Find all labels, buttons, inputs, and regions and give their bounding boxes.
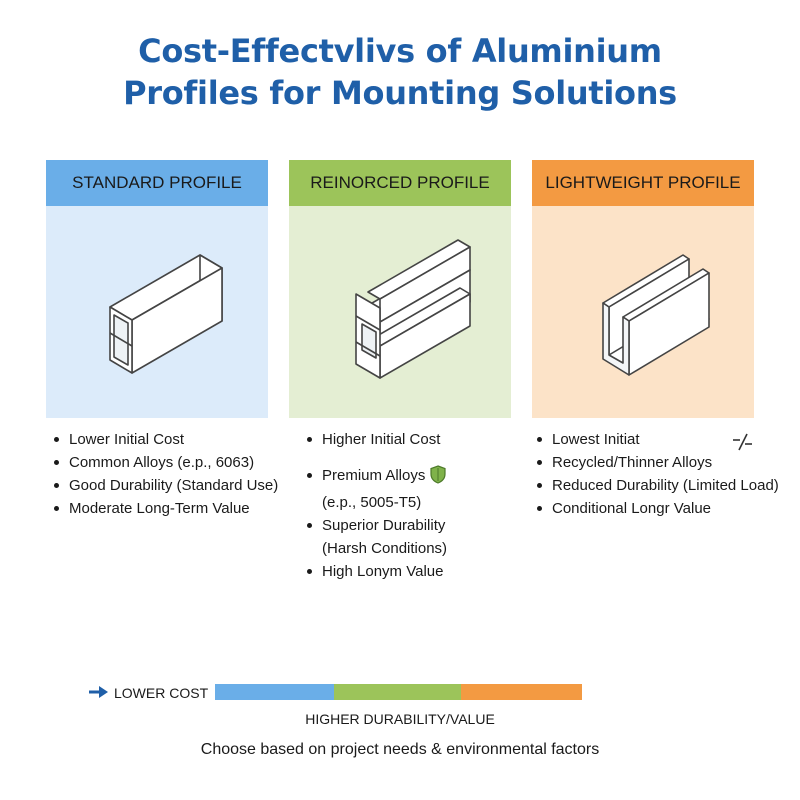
reinforced-profile-panel	[289, 206, 511, 418]
list-item: Lowest Initiat	[535, 428, 779, 451]
arrow-right-icon	[88, 684, 110, 705]
list-item: Common Alloys (e.p., 6063)	[52, 451, 278, 474]
u-channel-profile-illustration	[602, 254, 710, 376]
list-item: Moderate Long-Term Value	[52, 497, 278, 520]
slash-icon	[731, 432, 755, 457]
page-title: Cost-Effectvlivs of Aluminium Profiles f…	[0, 30, 800, 114]
reinforced-profile-card: REINORCED PROFILE	[289, 160, 511, 418]
standard-profile-bullets: Lower Initial Cost Common Alloys (e.p., …	[52, 428, 278, 520]
standard-profile-panel	[46, 206, 268, 418]
list-item: Higher Initial Cost	[305, 428, 447, 451]
shield-icon	[430, 465, 446, 491]
list-item: Superior Durability	[305, 514, 447, 537]
list-item-continuation: (e.p., 5005-T5)	[322, 494, 422, 511]
list-item: Reduced Durability (Limited Load)	[535, 474, 779, 497]
lightweight-profile-panel	[532, 206, 754, 418]
title-line-2: Profiles for Mounting Solutions	[123, 74, 677, 112]
standard-profile-header: STANDARD PROFILE	[46, 160, 268, 206]
lightweight-profile-bullets: Lowest Initiat Recycled/Thinner Alloys R…	[535, 428, 779, 520]
list-item-text: Premium Alloys	[322, 467, 426, 484]
reinforced-profile-header: REINORCED PROFILE	[289, 160, 511, 206]
lightweight-profile-header: LIGHTWEIGHT PROFILE	[532, 160, 754, 206]
legend-bar-segment-lightweight	[461, 684, 582, 700]
higher-durability-label: HIGHER DURABILITY/VALUE	[305, 711, 495, 727]
reinforced-profile-bullets: Higher Initial Cost Premium Alloys (e.p.…	[305, 428, 447, 583]
footer-note: Choose based on project needs & environm…	[200, 741, 600, 758]
list-item: High Lonym Value	[305, 560, 447, 583]
t-slot-reinforced-profile-illustration	[355, 239, 471, 379]
title-line-1: Cost-Effectvlivs of Aluminium	[138, 32, 662, 70]
list-item: Conditional Longr Value	[535, 497, 779, 520]
list-item-continuation: (Harsh Conditions)	[322, 540, 448, 557]
rectangular-tube-profile-illustration	[109, 254, 223, 374]
lightweight-profile-card: LIGHTWEIGHT PROFILE	[532, 160, 754, 418]
legend-bar-segment-standard	[215, 684, 334, 700]
list-item: Recycled/Thinner Alloys	[535, 451, 779, 474]
legend-bar-segment-reinforced	[334, 684, 461, 700]
list-item: Lower Initial Cost	[52, 428, 278, 451]
list-item: Good Durability (Standard Use)	[52, 474, 278, 497]
standard-profile-card: STANDARD PROFILE	[46, 160, 268, 418]
list-item: Premium Alloys	[305, 464, 447, 491]
lower-cost-label: LOWER COST	[114, 685, 209, 701]
